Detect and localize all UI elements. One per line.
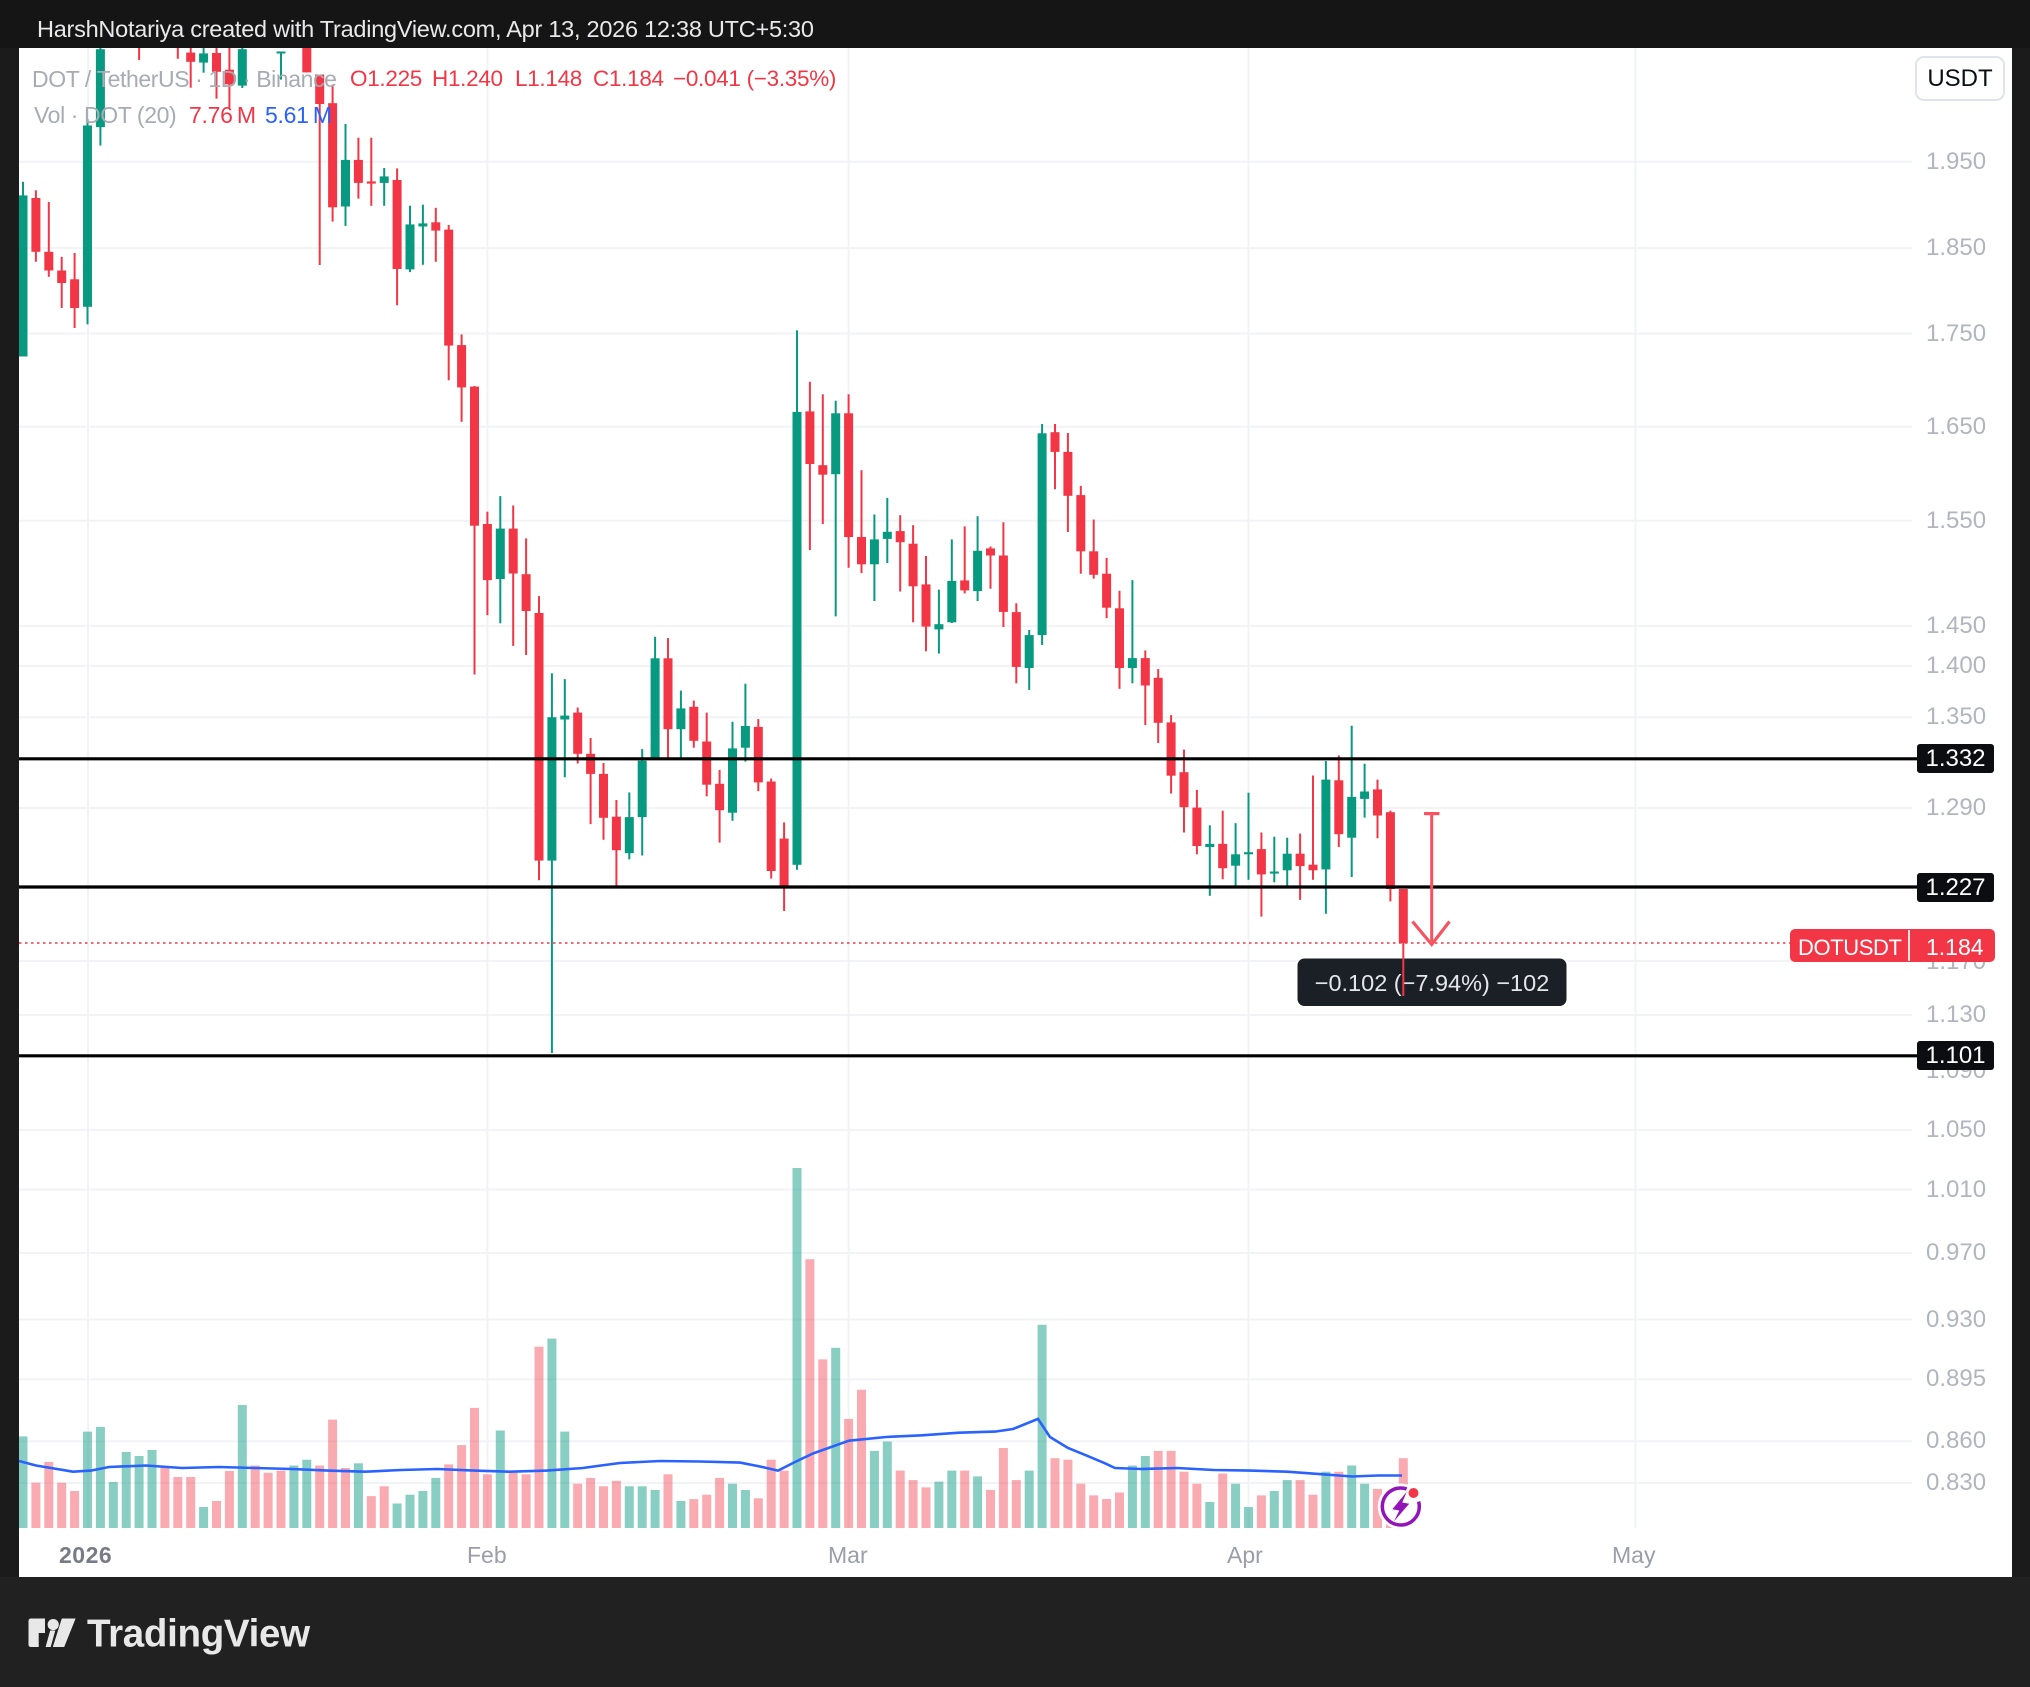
svg-text:−0.102 (−7.94%) −102: −0.102 (−7.94%) −102 <box>1315 970 1550 996</box>
svg-text:TradingView: TradingView <box>87 1613 311 1656</box>
